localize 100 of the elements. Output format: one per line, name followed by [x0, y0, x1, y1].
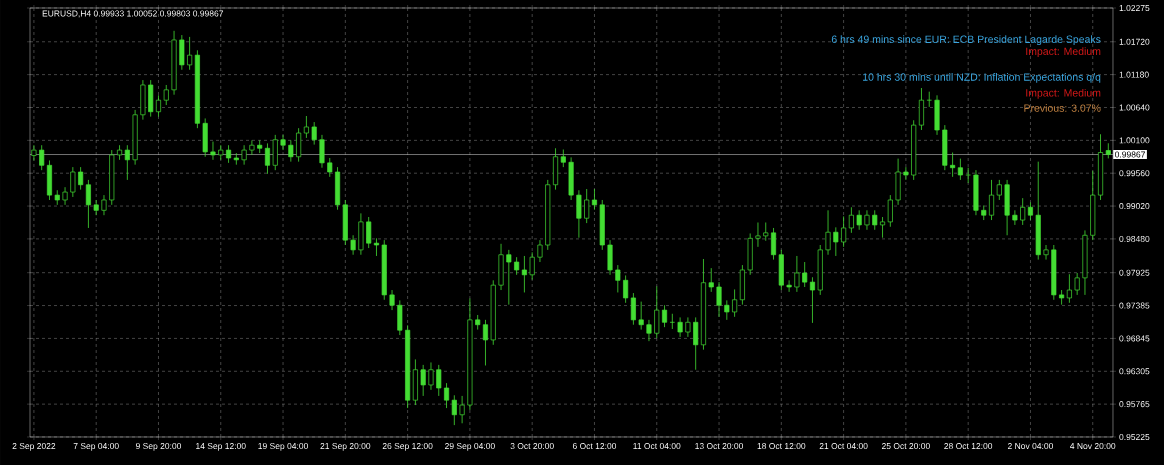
candlestick [825, 209, 831, 256]
candlestick [436, 364, 442, 397]
x-tick-label: 26 Sep 12:00 [382, 443, 433, 451]
candlestick [576, 189, 582, 239]
candlestick [187, 36, 193, 71]
candlestick [249, 139, 255, 156]
annotation: Previous: 3.07% [1024, 104, 1101, 112]
candlestick [420, 364, 426, 397]
candlestick [794, 255, 800, 293]
y-tick-label: 0.98480 [1119, 235, 1150, 242]
candlestick [623, 275, 629, 304]
candlestick [31, 144, 37, 161]
candlestick [366, 216, 372, 249]
y-tick-label: 0.95765 [1119, 401, 1150, 408]
candlestick [288, 139, 294, 163]
candlestick [630, 292, 636, 326]
y-tick-label: 1.00640 [1119, 104, 1150, 111]
x-tick-label: 25 Oct 20:00 [881, 443, 930, 450]
x-tick-label: 3 Oct 20:00 [510, 443, 554, 450]
x-tick-label: 14 Sep 12:00 [196, 443, 246, 451]
candlestick [841, 216, 847, 248]
candlestick [716, 281, 722, 318]
candlestick [319, 134, 325, 169]
candlestick [763, 222, 769, 242]
candlestick [1066, 273, 1072, 304]
annotation: 6 hrs 49 mins since EUR: ECB President Lagarde Speaks [831, 35, 1101, 46]
x-tick-label: 6 Oct 12:00 [572, 443, 617, 450]
candlestick [693, 317, 699, 371]
y-tick-label: 1.01720 [1119, 38, 1150, 45]
candlestick [1012, 209, 1018, 226]
x-tick-label: 19 Sep 04:00 [258, 443, 308, 451]
candlestick [903, 166, 909, 181]
candlestick [755, 222, 761, 248]
candlestick [459, 395, 465, 424]
candlestick [529, 251, 535, 281]
y-tick-label: 0.99020 [1119, 203, 1150, 210]
candlestick [685, 317, 691, 338]
candlestick [264, 142, 270, 175]
annotation: Impact: Medium [1026, 47, 1101, 58]
candlestick [1020, 197, 1026, 226]
candlestick [638, 301, 644, 330]
candlestick [1074, 272, 1080, 296]
candlestick [303, 115, 309, 139]
candlestick [708, 267, 714, 293]
candlestick [296, 127, 302, 163]
candlestick [880, 216, 886, 239]
candlestick [482, 319, 488, 366]
candlestick [732, 289, 738, 318]
candlestick [771, 227, 777, 261]
y-tick-label: 0.99560 [1119, 170, 1150, 177]
candlestick [809, 276, 815, 324]
candlestick [210, 141, 216, 161]
x-tick-label: 29 Sep 04:00 [445, 443, 495, 451]
candlestick [646, 319, 652, 342]
candlestick [85, 179, 91, 229]
candlestick [654, 285, 660, 339]
candlestick [39, 144, 45, 171]
candlestick [989, 179, 995, 221]
x-tick-label: 11 Oct 04:00 [633, 443, 681, 450]
candlestick [101, 194, 107, 216]
y-tick-label: 1.00100 [1119, 137, 1150, 144]
candlestick [856, 209, 862, 231]
candlestick [257, 139, 263, 154]
candlestick [506, 249, 512, 306]
y-tick-label: 0.95225 [1119, 433, 1150, 440]
candlestick [70, 166, 76, 198]
candlestick [786, 279, 792, 293]
y-tick-label: 0.96305 [1119, 368, 1150, 375]
candlestick [373, 237, 379, 257]
candlestick [926, 91, 932, 108]
candlestick [965, 167, 971, 184]
y-tick-label: 0.97385 [1119, 302, 1150, 309]
x-tick-label: 9 Sep 20:00 [135, 443, 182, 451]
candlestick [537, 239, 543, 263]
candlestick [802, 261, 808, 288]
candlestick [872, 209, 878, 231]
candlestick [241, 144, 247, 166]
y-tick-label: 1.01180 [1119, 71, 1149, 78]
chart-title: EURUSD,H4 0.99933 1.00052 0.99803 0.99867 [42, 10, 224, 18]
x-tick-label: 13 Oct 20:00 [695, 443, 744, 450]
candlestick [950, 152, 956, 178]
candlestick [78, 166, 84, 191]
ref-line-label: 0.99867 [1115, 151, 1145, 158]
candlestick [233, 152, 239, 166]
annotation: 10 hrs 30 mins until NZD: Inflation Expectations q/q [863, 73, 1101, 83]
candlestick [389, 289, 395, 311]
candlestick [1043, 244, 1049, 261]
annotation: Impact: Medium [1026, 88, 1101, 99]
candlestick [62, 186, 68, 206]
x-tick-label: 18 Oct 12:00 [757, 443, 806, 450]
candlestick [677, 317, 683, 338]
y-tick-label: 1.02275 [1119, 4, 1150, 11]
candlestick [957, 158, 963, 181]
x-tick-label: 21 Oct 04:00 [819, 443, 868, 450]
candlestick [124, 144, 130, 181]
candlestick [833, 226, 839, 257]
x-tick-label: 21 Sep 20:00 [320, 443, 371, 451]
candlestick [584, 188, 590, 224]
candlestick [996, 179, 1002, 201]
candlestick [887, 194, 893, 228]
